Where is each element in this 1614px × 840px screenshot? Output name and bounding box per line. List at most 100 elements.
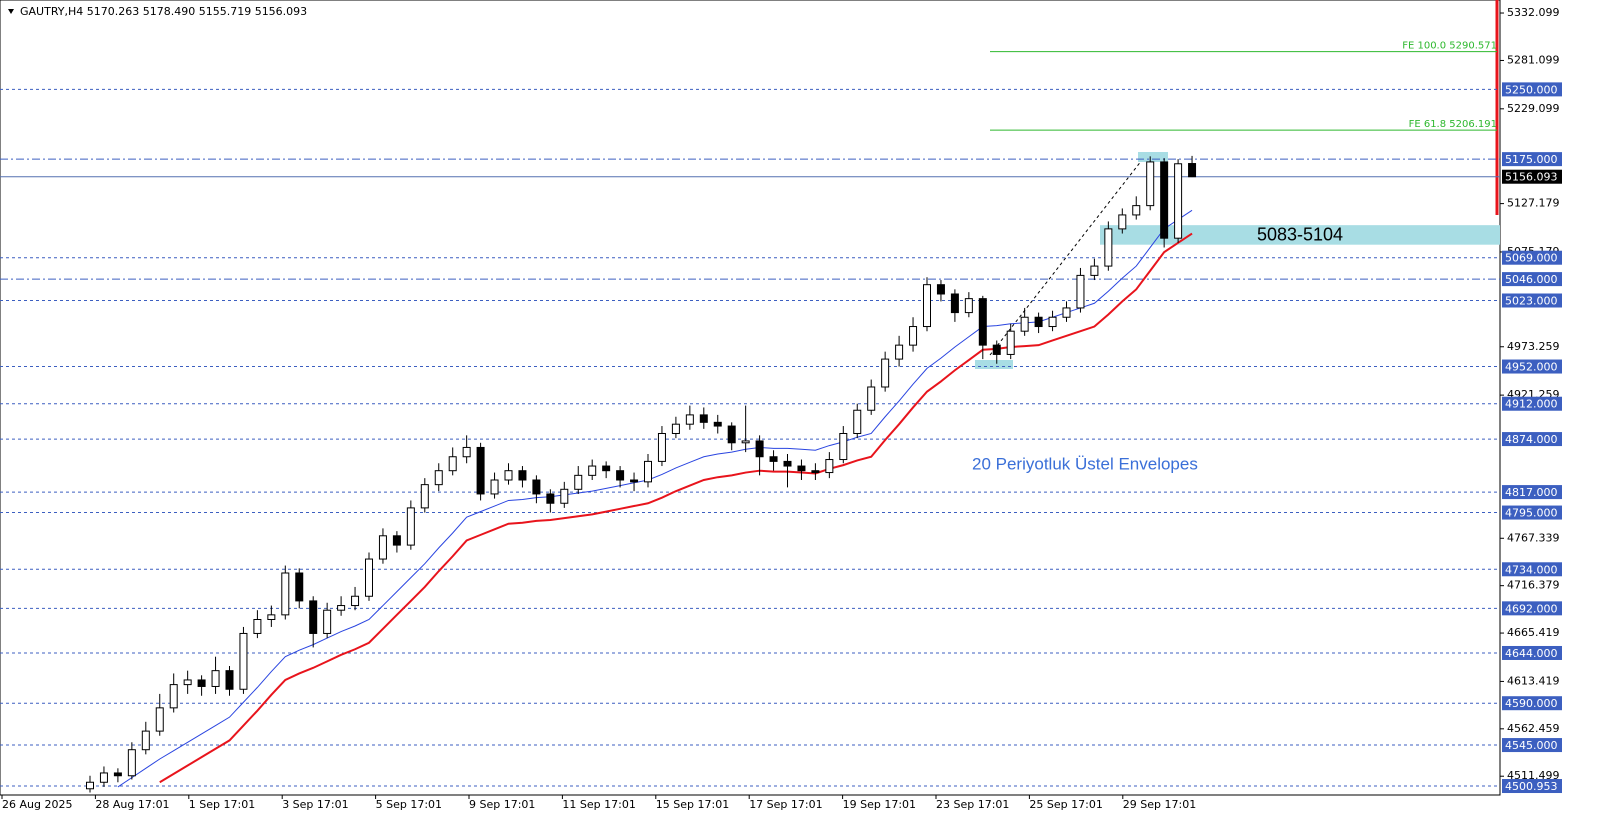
candle-body [783,460,792,467]
level-label: 4545.000 [1505,739,1558,752]
level-label: 5023.000 [1505,294,1558,307]
candle-body [1118,214,1127,230]
header-arrow [8,9,14,14]
x-tick-label: 29 Sep 17:01 [1123,798,1196,811]
trend-line [989,159,1143,356]
x-tick-label: 17 Sep 17:01 [749,798,822,811]
candle-body [699,414,708,423]
candle-body [1104,228,1113,267]
level-box [1502,485,1562,500]
fib-label: FE 61.8 5206.191 [1409,119,1497,130]
level-label: 4952.000 [1505,361,1558,374]
candle-body [936,284,945,295]
candle-body [1146,161,1155,207]
candle-body [685,414,694,425]
x-tick-label: 5 Sep 17:01 [376,798,442,811]
candle-body [99,772,108,783]
candle-body [769,456,778,462]
candle-body [490,479,499,495]
y-tick-label: 4716.379 [1507,579,1560,592]
candle-body [964,298,973,314]
level-box [1502,432,1562,447]
level-label: 4734.000 [1505,563,1558,576]
x-tick-label: 28 Aug 17:01 [95,798,169,811]
candle-body [211,670,220,687]
x-tick-label: 1 Sep 17:01 [189,798,255,811]
candle-body [741,440,750,444]
candle-body [713,421,722,427]
y-tick-label: 4767.339 [1507,531,1560,544]
high-box [1138,152,1168,162]
y-tick-label: 5332.099 [1507,6,1560,19]
candle-body [127,749,136,777]
x-tick-label: 9 Sep 17:01 [469,798,535,811]
level-label: 4590.000 [1505,697,1558,710]
candle-body [351,595,360,607]
level-box [1502,738,1562,753]
candle-body [169,684,178,709]
level-label: 4874.000 [1505,433,1558,446]
level-box [1502,696,1562,711]
candle-body [253,619,262,634]
candle-body [950,293,959,314]
low-box [975,360,1013,369]
candle-body [978,298,987,346]
level-box [1502,359,1562,374]
candle-body [420,484,429,509]
candle-body [853,409,862,434]
candle-body [239,632,248,690]
zone [1100,225,1500,245]
level-box [1502,293,1562,308]
candle-body [797,465,806,472]
candle-body [811,470,820,474]
candle-body [923,284,931,328]
candle-body [825,459,834,474]
candle-body [518,470,527,481]
candle-body [504,470,513,481]
candle-body [657,432,666,462]
y-tick-label: 4665.419 [1507,626,1560,639]
candle-body [1174,163,1183,239]
level-box [1502,562,1562,577]
x-tick-label: 19 Sep 17:01 [843,798,916,811]
candle-body [616,470,625,481]
candle-body [1132,205,1141,216]
level-label: 4692.000 [1505,602,1558,615]
candle-body [267,614,276,621]
candle-body [1034,316,1043,328]
level-box [1502,601,1562,616]
candle-body [1160,161,1169,239]
candle-body [867,386,876,411]
level-box [1502,272,1562,287]
candle-body [183,679,192,686]
candle-body [839,432,848,461]
level-label: 5069.000 [1505,252,1558,265]
current-price-label: 5156.093 [1505,171,1558,184]
candle-body [909,326,918,346]
candle-body [881,358,890,388]
level-box [1502,152,1562,167]
candle-body [406,507,415,546]
candle-body [1020,316,1029,332]
candle-body [671,423,680,434]
level-label: 5175.000 [1505,153,1558,166]
candle-body [141,730,150,751]
y-tick-label: 5281.099 [1507,53,1560,66]
level-box [1502,645,1562,660]
level-label: 5250.000 [1505,83,1558,96]
candle-body [309,600,318,634]
level-label: 4500.953 [1505,780,1558,793]
candle-body [281,572,290,616]
candle-body [476,446,485,495]
candle-body [197,679,206,687]
candle-body [1076,274,1085,309]
x-tick-label: 3 Sep 17:01 [282,798,348,811]
candle-body [86,781,94,790]
chart-title: GAUTRY,H4 5170.263 5178.490 5155.719 515… [20,5,307,18]
candle-body [532,479,541,495]
y-tick-label: 4973.259 [1507,340,1560,353]
candle-body [1188,163,1197,178]
candle-body [1062,307,1071,318]
candle-body [295,572,304,602]
